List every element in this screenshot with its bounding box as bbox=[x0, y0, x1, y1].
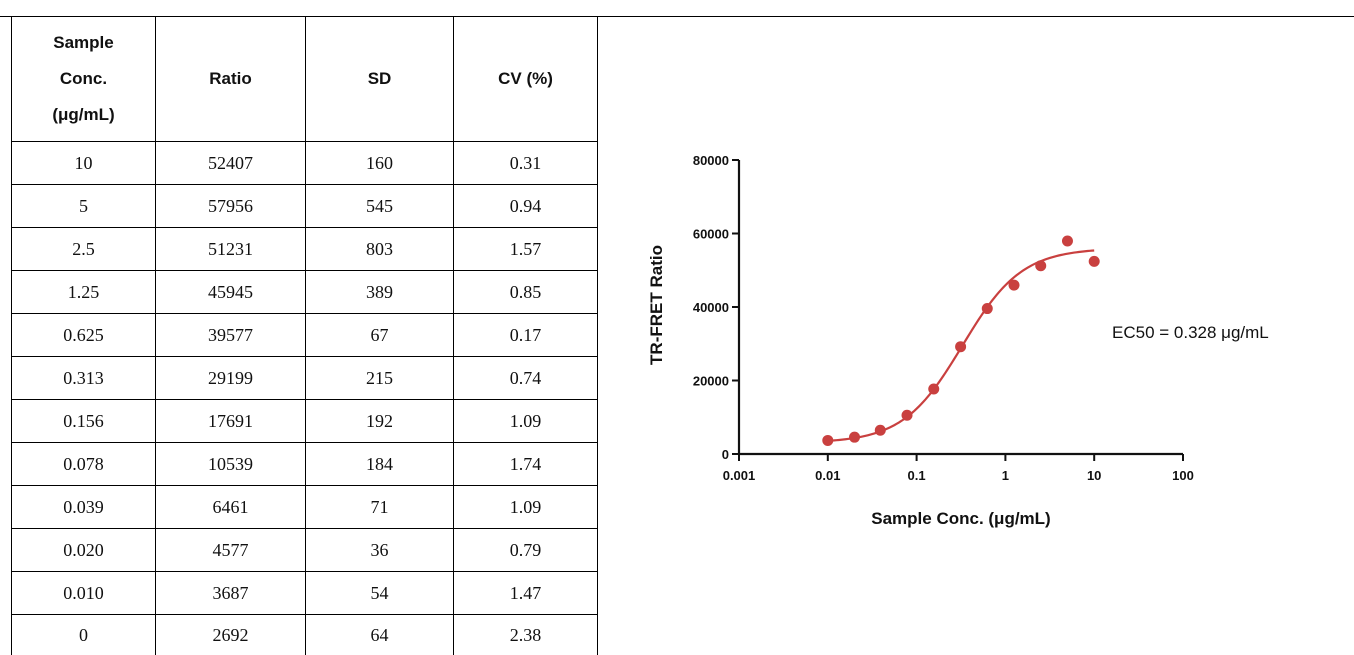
cell-sd: 803 bbox=[306, 228, 454, 271]
cell-conc: 10 bbox=[12, 142, 156, 185]
data-point bbox=[982, 303, 993, 314]
cell-conc: 0.039 bbox=[12, 486, 156, 529]
data-point bbox=[849, 432, 860, 443]
cell-ratio: 57956 bbox=[156, 185, 306, 228]
y-tick-label: 60000 bbox=[693, 227, 729, 242]
cell-cv: 1.57 bbox=[454, 228, 598, 271]
data-points bbox=[822, 236, 1099, 446]
y-axis-label: TR-FRET Ratio bbox=[647, 245, 666, 365]
cell-cv: 0.74 bbox=[454, 357, 598, 400]
cell-conc: 0.313 bbox=[12, 357, 156, 400]
data-point bbox=[875, 425, 886, 436]
cell-conc: 1.25 bbox=[12, 271, 156, 314]
cell-sd: 67 bbox=[306, 314, 454, 357]
cell-conc: 5 bbox=[12, 185, 156, 228]
x-tick-label: 0.001 bbox=[723, 468, 756, 483]
y-tick-label: 20000 bbox=[693, 374, 729, 389]
cell-ratio: 4577 bbox=[156, 529, 306, 572]
data-point bbox=[1009, 280, 1020, 291]
x-tick-label: 100 bbox=[1172, 468, 1194, 483]
cell-sd: 389 bbox=[306, 271, 454, 314]
header-line: SD bbox=[368, 69, 392, 88]
y-tick-label: 0 bbox=[722, 447, 729, 462]
y-tick-label: 80000 bbox=[693, 153, 729, 168]
cell-cv: 1.09 bbox=[454, 486, 598, 529]
header-line: Conc. bbox=[12, 61, 155, 97]
cell-cv: 1.09 bbox=[454, 400, 598, 443]
header-line: Ratio bbox=[209, 69, 252, 88]
x-axis-label: Sample Conc. (μg/mL) bbox=[871, 509, 1050, 528]
cell-conc: 0.625 bbox=[12, 314, 156, 357]
cell-sd: 36 bbox=[306, 529, 454, 572]
y-tick-label: 40000 bbox=[693, 300, 729, 315]
cell-sd: 54 bbox=[306, 572, 454, 615]
cell-sd: 192 bbox=[306, 400, 454, 443]
cell-ratio: 10539 bbox=[156, 443, 306, 486]
cell-cv: 0.79 bbox=[454, 529, 598, 572]
cell-cv: 0.85 bbox=[454, 271, 598, 314]
cell-cv: 0.31 bbox=[454, 142, 598, 185]
x-tick-label: 10 bbox=[1087, 468, 1101, 483]
data-point bbox=[955, 341, 966, 352]
header-line: CV (%) bbox=[498, 69, 553, 88]
x-tick-label: 0.1 bbox=[908, 468, 926, 483]
header-ratio: Ratio bbox=[156, 17, 306, 142]
cell-conc: 2.5 bbox=[12, 228, 156, 271]
cell-conc: 0.010 bbox=[12, 572, 156, 615]
cell-sd: 184 bbox=[306, 443, 454, 486]
cell-cv: 1.47 bbox=[454, 572, 598, 615]
data-point bbox=[1035, 260, 1046, 271]
data-point bbox=[902, 410, 913, 421]
cell-cv: 1.74 bbox=[454, 443, 598, 486]
cell-sd: 545 bbox=[306, 185, 454, 228]
data-point bbox=[928, 383, 939, 394]
cell-conc: 0.020 bbox=[12, 529, 156, 572]
chart-axes: 0 20000 40000 60000 80000 0.001 0.01 0.1 1 10 100 bbox=[693, 153, 1194, 483]
data-point bbox=[1062, 236, 1073, 247]
header-sd: SD bbox=[306, 17, 454, 142]
data-point bbox=[822, 435, 833, 446]
cell-ratio: 52407 bbox=[156, 142, 306, 185]
cell-ratio: 6461 bbox=[156, 486, 306, 529]
header-cv: CV (%) bbox=[454, 17, 598, 142]
cell-ratio: 39577 bbox=[156, 314, 306, 357]
x-tick-label: 0.01 bbox=[815, 468, 840, 483]
data-point bbox=[1089, 256, 1100, 267]
cell-ratio: 29199 bbox=[156, 357, 306, 400]
cell-ratio: 3687 bbox=[156, 572, 306, 615]
ec50-annotation: EC50 = 0.328 μg/mL bbox=[1112, 323, 1269, 342]
header-line: (μg/mL) bbox=[12, 97, 155, 133]
cell-sd: 215 bbox=[306, 357, 454, 400]
table-header-row: Sample Conc. (μg/mL) Ratio SD CV (%) bbox=[12, 17, 598, 142]
cell-conc: 0.156 bbox=[12, 400, 156, 443]
cell-cv: 0.94 bbox=[454, 185, 598, 228]
cell-ratio: 17691 bbox=[156, 400, 306, 443]
x-tick-label: 1 bbox=[1002, 468, 1009, 483]
cell-ratio: 51231 bbox=[156, 228, 306, 271]
cell-conc: 0.078 bbox=[12, 443, 156, 486]
cell-cv: 0.17 bbox=[454, 314, 598, 357]
cell-ratio: 45945 bbox=[156, 271, 306, 314]
cell-sd: 71 bbox=[306, 486, 454, 529]
header-sample-conc: Sample Conc. (μg/mL) bbox=[12, 17, 156, 142]
header-line: Sample bbox=[12, 25, 155, 61]
cell-sd: 160 bbox=[306, 142, 454, 185]
